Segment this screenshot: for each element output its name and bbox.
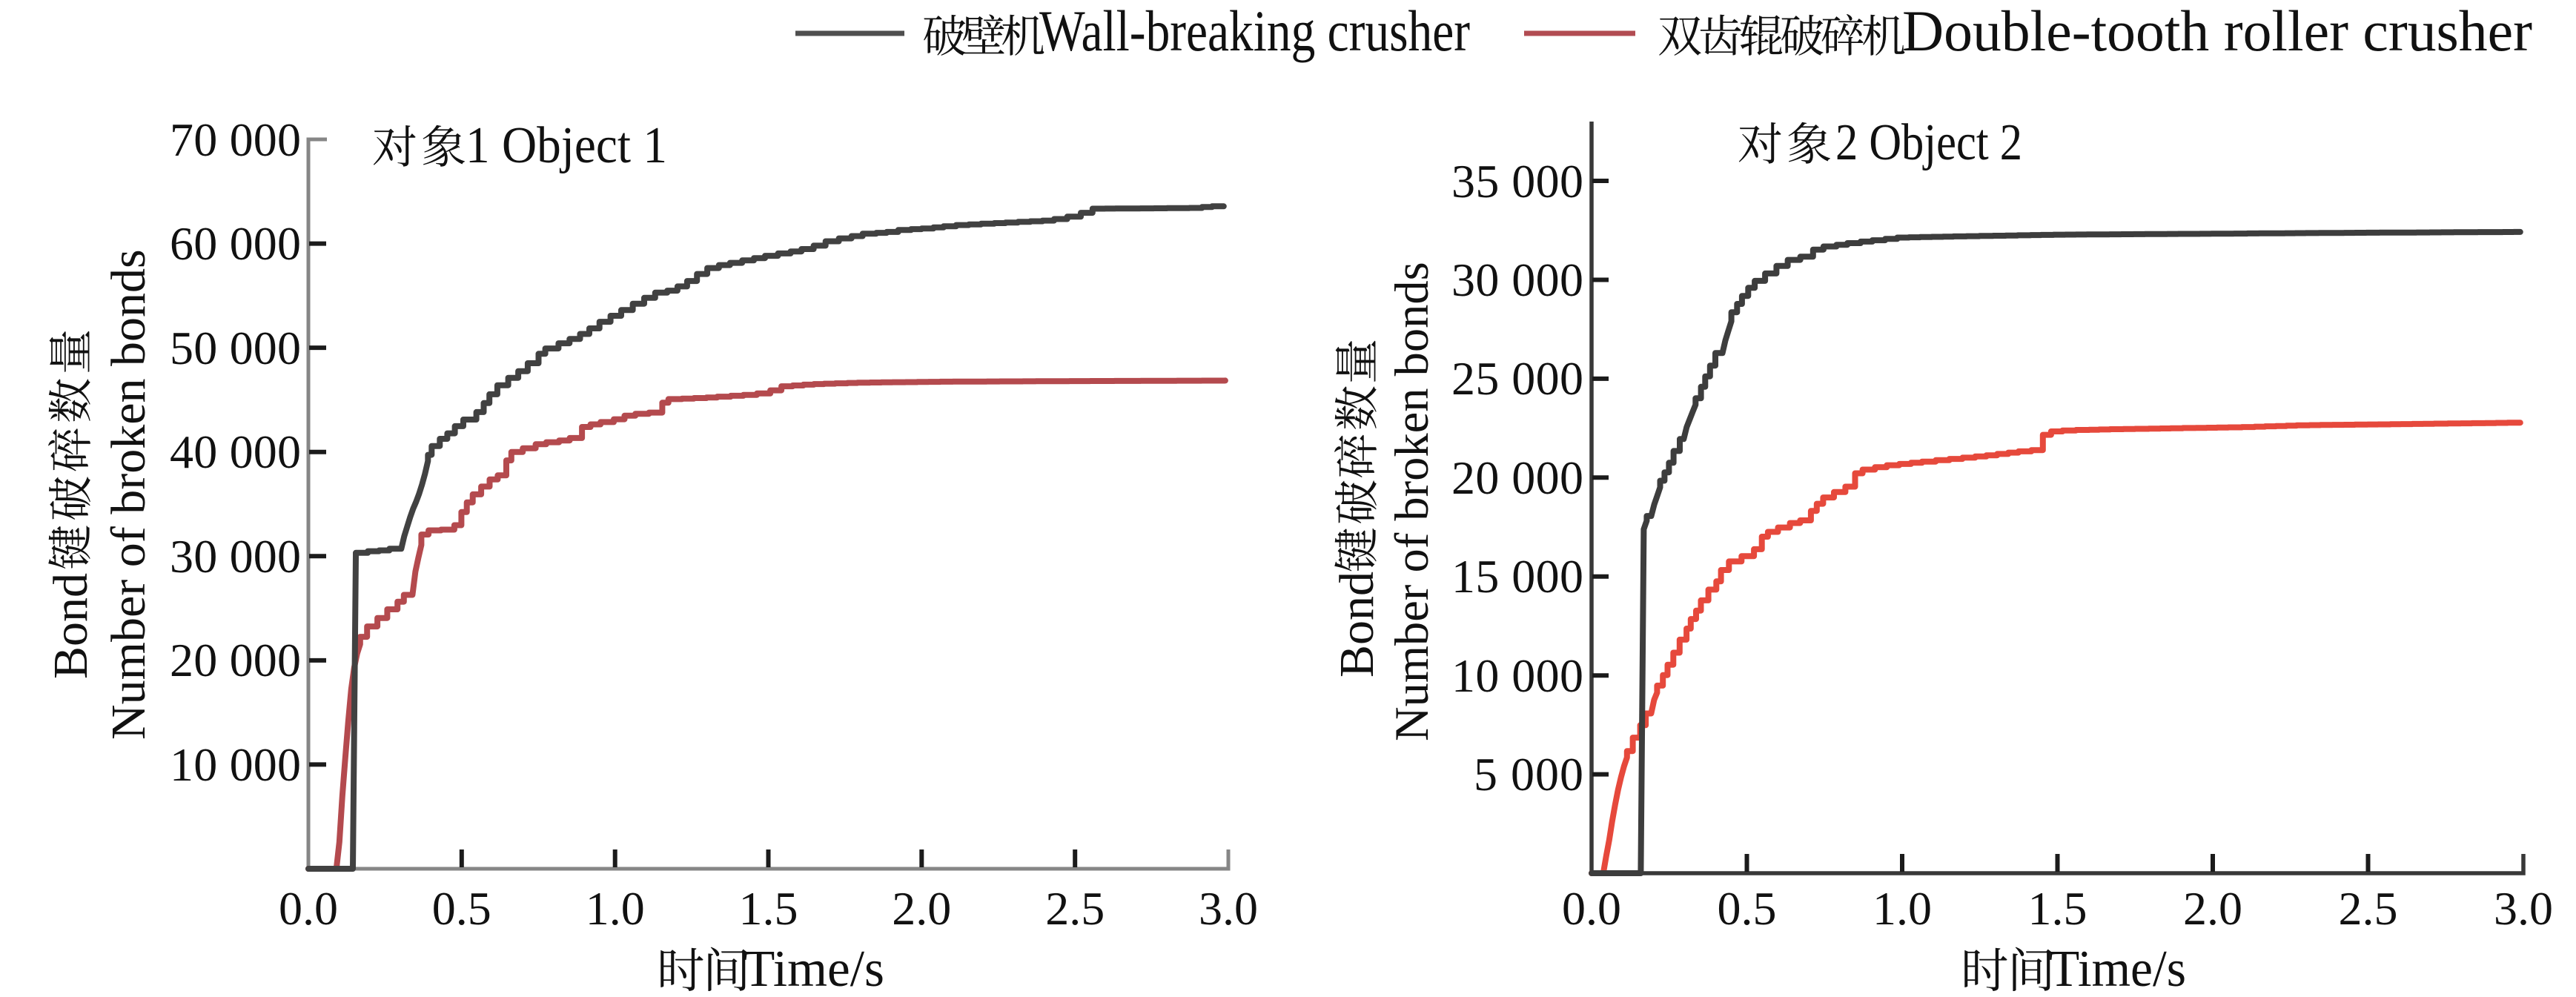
- svg-text:10 000: 10 000: [170, 738, 301, 791]
- svg-text:20 000: 20 000: [170, 634, 301, 686]
- svg-text:1.5: 1.5: [739, 882, 798, 935]
- svg-text:1.5: 1.5: [2028, 882, 2087, 935]
- svg-text:Bond: Bond: [1330, 572, 1384, 678]
- svg-text:2.5: 2.5: [2339, 882, 2398, 935]
- svg-text:Wall-breaking crusher: Wall-breaking crusher: [1039, 0, 1470, 63]
- svg-text:25 000: 25 000: [1451, 352, 1583, 405]
- svg-text:50 000: 50 000: [170, 322, 301, 374]
- svg-text:3.0: 3.0: [1199, 882, 1258, 935]
- svg-text:2.0: 2.0: [2183, 882, 2242, 935]
- svg-text:2.5: 2.5: [1045, 882, 1105, 935]
- svg-text:40 000: 40 000: [170, 425, 301, 478]
- svg-text:60 000: 60 000: [170, 217, 301, 270]
- svg-text:1.0: 1.0: [586, 882, 645, 935]
- svg-text:3.0: 3.0: [2494, 882, 2553, 935]
- svg-text:1.0: 1.0: [1873, 882, 1932, 935]
- svg-text:0.5: 0.5: [1718, 882, 1777, 935]
- svg-text:35 000: 35 000: [1451, 155, 1583, 208]
- svg-text:Number of broken bonds: Number of broken bonds: [1385, 262, 1438, 741]
- svg-text:15 000: 15 000: [1451, 550, 1583, 603]
- svg-text:30 000: 30 000: [170, 530, 301, 583]
- svg-text:Time/s: Time/s: [2049, 941, 2186, 993]
- svg-text:5 000: 5 000: [1474, 748, 1583, 801]
- svg-text:2.0: 2.0: [892, 882, 951, 935]
- svg-text:Time/s: Time/s: [744, 941, 884, 993]
- svg-text:Number of broken bonds: Number of broken bonds: [102, 249, 156, 740]
- svg-text:0.0: 0.0: [279, 882, 338, 935]
- svg-text:30 000: 30 000: [1451, 254, 1583, 306]
- svg-text:Bond: Bond: [44, 573, 98, 679]
- svg-text:0.5: 0.5: [432, 882, 491, 935]
- svg-text:1 Object 1: 1 Object 1: [466, 117, 667, 174]
- svg-text:Double-tooth roller crusher: Double-tooth roller crusher: [1902, 0, 2532, 63]
- svg-text:2 Object 2: 2 Object 2: [1835, 114, 2022, 171]
- svg-text:70 000: 70 000: [170, 113, 301, 166]
- svg-text:0.0: 0.0: [1562, 882, 1621, 935]
- svg-text:10 000: 10 000: [1451, 649, 1583, 702]
- svg-text:20 000: 20 000: [1451, 451, 1583, 504]
